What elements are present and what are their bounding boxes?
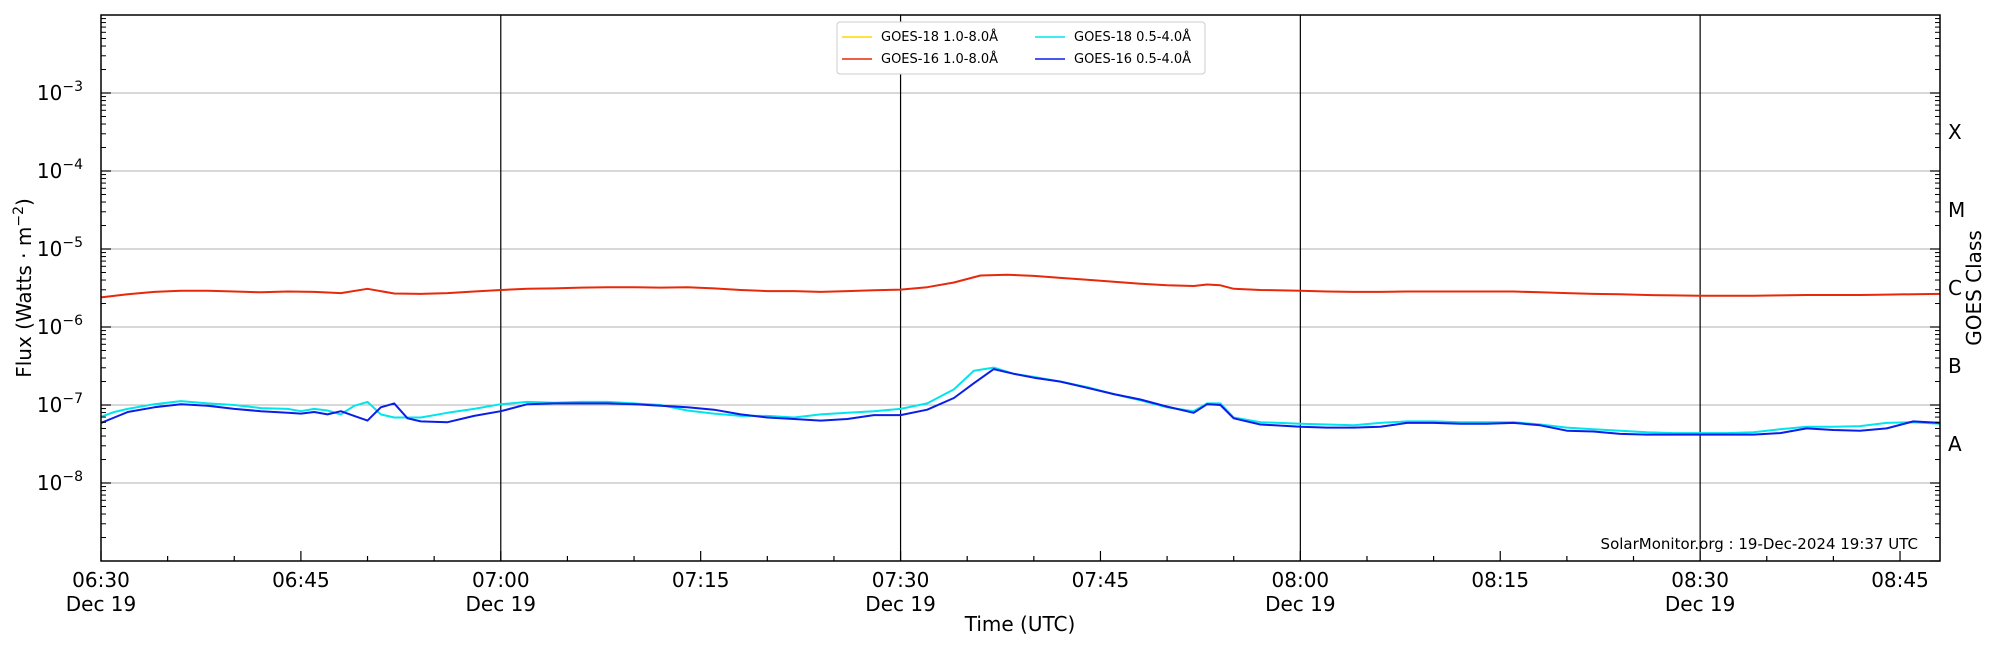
goes-class-label: M (1948, 198, 1965, 222)
x-tick-label: 07:15 (672, 568, 730, 592)
x-tick-label: 07:45 (1072, 568, 1130, 592)
x-tick-label: 07:30 (872, 568, 930, 592)
y-tick-exponent: −3 (62, 79, 83, 95)
series-line-1 (100, 273, 1941, 299)
y-tick-label: 10−3 (37, 79, 83, 105)
y-tick-label: 10−4 (37, 157, 83, 183)
y-tick-exponent: −4 (62, 157, 83, 173)
legend: GOES-18 1.0-8.0Å GOES-16 1.0-8.0Å GOES-1… (836, 21, 1206, 75)
legend-box (836, 21, 1206, 75)
y-tick-base: 10 (37, 315, 62, 339)
plot-frame (100, 14, 1941, 562)
goes-class-label: X (1948, 120, 1962, 144)
y-tick-label: 10−7 (37, 391, 83, 417)
plot-area (101, 15, 1940, 561)
grid-lines (101, 92, 1940, 484)
series-line-2 (100, 366, 1941, 435)
series-line-3 (100, 368, 1941, 436)
legend-label-goes16-long: GOES-16 1.0-8.0Å (881, 51, 998, 67)
x-tick-label: 08:15 (1471, 568, 1529, 592)
y-tick-base: 10 (37, 393, 62, 417)
legend-label-goes16-short: GOES-16 0.5-4.0Å (1074, 51, 1191, 67)
x-tick-label: 08:30 (1671, 568, 1729, 592)
y-tick-exponent: −8 (62, 469, 83, 485)
y-axis-title-main: Flux (Watts · m (12, 227, 36, 378)
x-tick-label: 06:30 (72, 568, 130, 592)
goes-class-label: C (1948, 276, 1962, 300)
y-tick-label: 10−6 (37, 313, 83, 339)
y-tick-label: 10−5 (37, 235, 83, 261)
y-tick-base: 10 (37, 237, 62, 261)
legend-label-goes18-long: GOES-18 1.0-8.0Å (881, 29, 998, 45)
y-axis-title: Flux (Watts · m−2) (11, 198, 36, 378)
goes-class-label: B (1948, 354, 1962, 378)
y-tick-exponent: −6 (62, 313, 83, 329)
goes-class-label: A (1948, 432, 1962, 456)
y-tick-base: 10 (37, 159, 62, 183)
x-tick-date-label: Dec 19 (1265, 592, 1336, 616)
y-tick-base: 10 (37, 81, 62, 105)
y-tick-label: 10−8 (37, 469, 83, 495)
y-tick-base: 10 (37, 471, 62, 495)
y-axis-title-close: ) (12, 198, 36, 206)
x-tick-date-label: Dec 19 (865, 592, 936, 616)
legend-label-goes18-short: GOES-18 0.5-4.0Å (1074, 29, 1191, 45)
y-axis-title-superscript: −2 (11, 206, 27, 227)
x-tick-label: 07:00 (472, 568, 530, 592)
x-tick-label: 08:45 (1871, 568, 1929, 592)
y-tick-exponent: −5 (62, 235, 83, 251)
watermark-text: SolarMonitor.org : 19-Dec-2024 19:37 UTC (1601, 535, 1918, 553)
goes-class-axis-title: GOES Class (1962, 230, 1986, 346)
x-tick-date-label: Dec 19 (66, 592, 137, 616)
x-tick-date-label: Dec 19 (1665, 592, 1736, 616)
x-tick-label: 06:45 (272, 568, 330, 592)
day-boundary-lines (500, 15, 1701, 561)
x-tick-date-label: Dec 19 (466, 592, 537, 616)
series-lines (100, 273, 1941, 436)
x-axis-title: Time (UTC) (964, 612, 1076, 636)
x-tick-label: 08:00 (1272, 568, 1330, 592)
y-tick-exponent: −7 (62, 391, 83, 407)
